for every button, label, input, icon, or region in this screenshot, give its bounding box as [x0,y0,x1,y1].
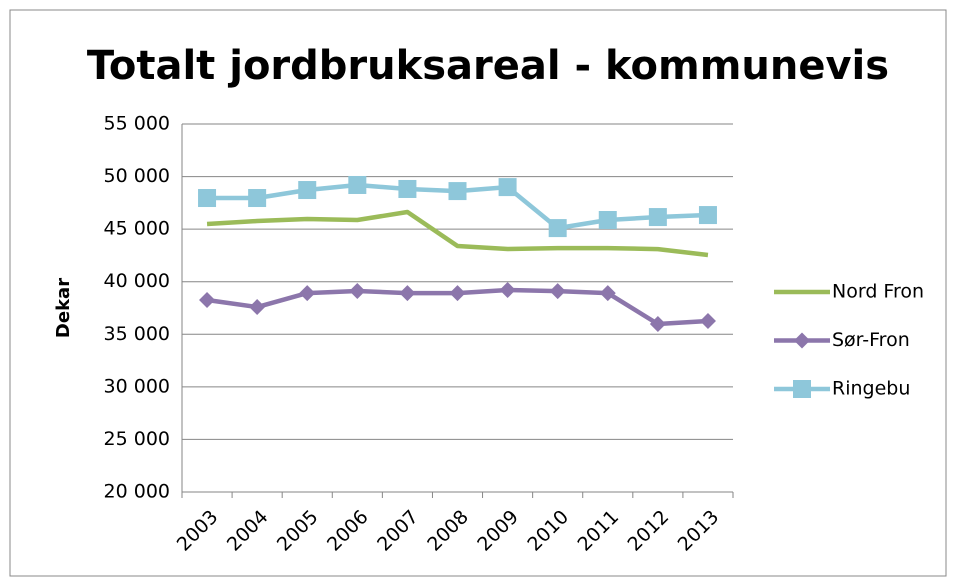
y-axis-label: Dekar [53,278,74,338]
data-point [599,285,616,302]
data-point [198,189,217,208]
data-point [348,175,367,194]
data-point [298,181,317,200]
data-point [199,292,216,309]
data-point [249,299,266,316]
data-point [699,313,716,330]
data-point [549,283,566,300]
data-point [499,282,516,299]
data-point [598,210,617,229]
legend-label: Sør-Fron [832,329,910,351]
legend-label: Nord Fron [832,281,924,303]
series-line [206,209,709,258]
data-point [649,315,666,332]
chart-title: Totalt jordbruksareal - kommunevis [87,43,889,89]
legend-marker [794,332,810,349]
y-tick-label: 30 000 [104,375,170,397]
data-point [498,178,517,197]
y-tick-label: 25 000 [104,428,170,450]
data-point [398,179,417,198]
legend-label: Ringebu [832,378,910,400]
y-tick-label: 35 000 [104,323,170,345]
y-tick-label: 55 000 [104,113,170,135]
data-point [698,206,717,225]
legend-marker [793,380,811,398]
data-point [648,208,667,227]
data-point [548,219,567,238]
y-tick-label: 20 000 [104,481,170,503]
data-point [299,285,316,302]
data-point [349,282,366,299]
data-point [448,182,467,201]
y-tick-label: 45 000 [104,218,170,240]
data-point [399,285,416,302]
y-tick-label: 40 000 [104,270,170,292]
y-tick-label: 50 000 [104,165,170,187]
data-point [449,285,466,302]
data-point [248,189,267,208]
